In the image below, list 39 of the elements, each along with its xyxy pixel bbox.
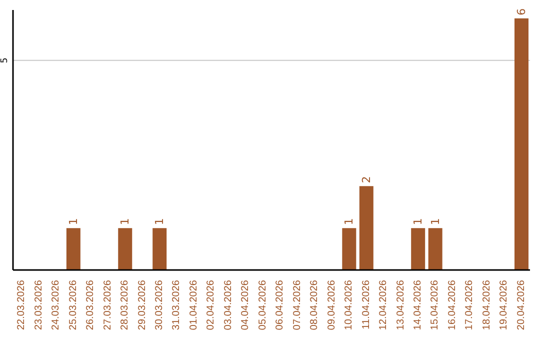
x-tick-label: 08.04.2026 — [309, 280, 320, 330]
x-tick-label: 17.04.2026 — [464, 280, 476, 330]
data-label: 6 — [514, 8, 528, 16]
x-tick-label: 27.03.2026 — [102, 280, 114, 330]
x-tick-label: 25.03.2026 — [68, 280, 79, 330]
data-label: 1 — [342, 218, 356, 226]
x-tick-label: 23.03.2026 — [33, 280, 44, 330]
x-tick-label: 10.04.2026 — [344, 280, 355, 330]
x-tick-label: 14.04.2026 — [412, 280, 424, 330]
x-tick-label: 15.04.2026 — [430, 280, 441, 330]
x-tick-label: 16.04.2026 — [446, 280, 458, 330]
data-label: 2 — [360, 176, 373, 184]
x-tick-label: 26.03.2026 — [85, 280, 96, 330]
data-label: 1 — [118, 218, 132, 226]
x-tick-label: 12.04.2026 — [378, 280, 390, 330]
x-tick-label: 31.03.2026 — [171, 280, 182, 330]
x-tick-label: 02.04.2026 — [206, 280, 217, 330]
x-tick-label: 18.04.2026 — [481, 280, 492, 330]
data-label: 1 — [412, 218, 425, 226]
x-tick-label: 20.04.2026 — [516, 280, 527, 330]
data-label: 1 — [428, 218, 442, 226]
x-tick-label: 24.03.2026 — [50, 280, 62, 330]
x-tick-label: 09.04.2026 — [326, 280, 338, 330]
x-tick-label: 19.04.2026 — [498, 280, 510, 330]
x-tick-label: 30.03.2026 — [154, 280, 165, 330]
data-label: 1 — [66, 218, 80, 226]
x-tick-label: 01.04.2026 — [188, 280, 200, 330]
x-tick-label: 04.04.2026 — [240, 280, 252, 330]
x-tick-label: 07.04.2026 — [292, 280, 303, 330]
x-tick-label: 22.03.2026 — [16, 280, 28, 330]
x-tick-label: 13.04.2026 — [395, 280, 406, 330]
x-tick-label: 11.04.2026 — [360, 280, 372, 330]
y-tick-label: 5 — [0, 57, 10, 64]
x-tick-label: 06.04.2026 — [274, 280, 286, 330]
x-tick-label: 29.03.2026 — [136, 280, 148, 330]
x-tick-label: 03.04.2026 — [222, 280, 234, 330]
data-label: 1 — [153, 218, 166, 226]
x-tick-label: 05.04.2026 — [257, 280, 268, 330]
x-tick-label: 28.03.2026 — [120, 280, 131, 330]
